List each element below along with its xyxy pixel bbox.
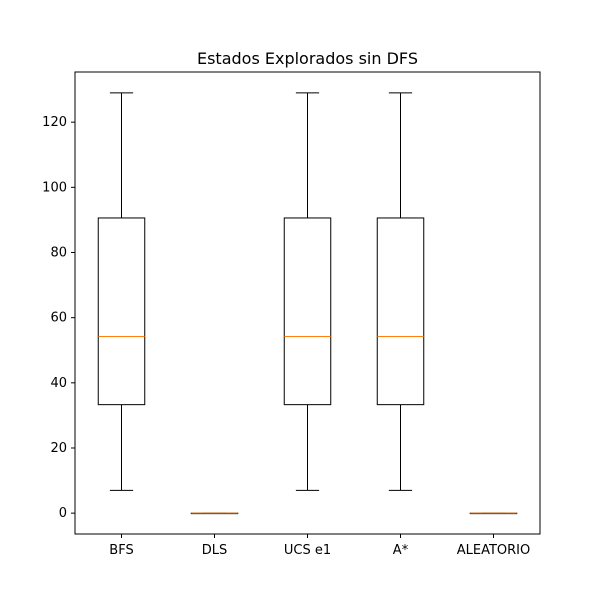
y-tick-label: 40 [50,376,67,391]
x-tick-label: ALEATORIO [457,543,531,558]
y-tick-label: 120 [42,115,67,130]
x-axis: BFS DLS UCS e1 A* ALEATORIO [109,534,530,558]
box-iqr [283,217,332,406]
box-iqr [97,217,146,406]
x-tick-label: DLS [202,543,228,558]
x-tick-label: UCS e1 [284,543,331,558]
box-group [97,92,146,491]
box-iqr [376,217,425,406]
box-group [190,512,239,515]
y-tick-label: 100 [42,180,67,195]
plot-frame [74,71,541,535]
box-group [283,92,332,491]
box-group [469,512,518,515]
x-tick-label: A* [393,543,409,558]
boxes-layer [97,92,518,515]
chart-title: Estados Explorados sin DFS [197,49,418,68]
y-tick-label: 20 [50,441,67,456]
y-tick-label: 0 [59,506,67,521]
box-group [376,92,425,491]
y-axis: 0 20 40 60 80 100 120 [42,115,75,521]
x-tick-label: BFS [109,543,133,558]
y-tick-label: 80 [50,245,67,260]
y-tick-label: 60 [50,311,67,326]
